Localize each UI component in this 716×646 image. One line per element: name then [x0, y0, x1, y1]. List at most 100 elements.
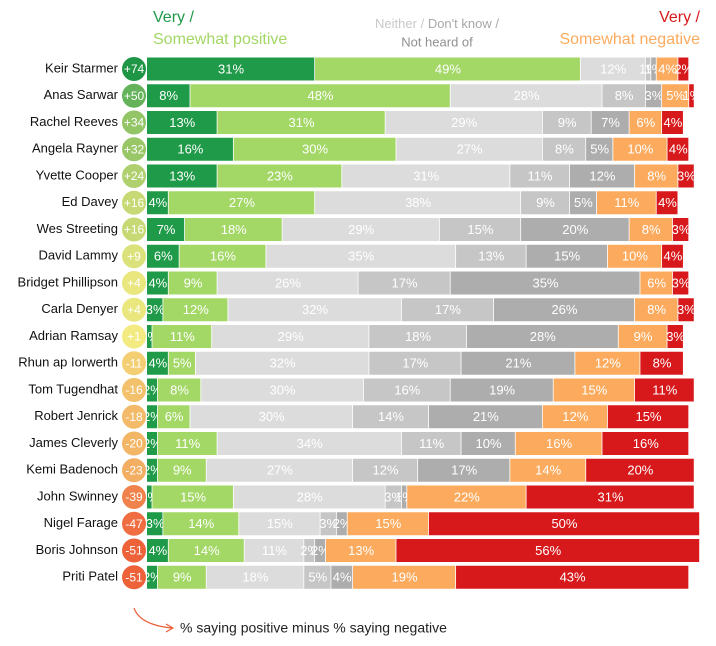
bar-segment [147, 565, 158, 589]
annotation: % saying positive minus % saying negativ… [180, 620, 447, 636]
value-label: 8% [647, 302, 666, 317]
value-label: 5% [590, 142, 609, 157]
bar-segment [678, 57, 689, 81]
value-label: 11% [614, 195, 639, 210]
bar-segment [569, 191, 597, 215]
value-label: 8% [647, 168, 666, 183]
category-label: Wes Streeting [37, 221, 118, 236]
value-label: 2% [143, 436, 162, 451]
bar-segment [168, 539, 244, 562]
value-label: 3% [677, 302, 696, 317]
bar-segment [163, 298, 228, 322]
net-score-label: +34 [124, 116, 145, 130]
value-label: 27% [457, 142, 483, 157]
bar-segment [342, 164, 510, 188]
value-label: 12% [373, 463, 399, 478]
bar-segment [640, 271, 673, 295]
bar-segment [510, 458, 586, 482]
net-score-label: -20 [125, 437, 143, 451]
bar-segment [428, 405, 542, 429]
value-label: 18% [405, 329, 431, 344]
value-label: 9% [536, 195, 555, 210]
category-label: Rachel Reeves [30, 114, 119, 129]
bar-segment [190, 405, 353, 429]
bar-segment [629, 218, 673, 241]
bar-segment [553, 378, 635, 402]
value-label: 8% [159, 88, 178, 103]
bar-segment [147, 485, 152, 509]
value-label: 13% [169, 115, 195, 130]
value-label: 4% [148, 195, 167, 210]
value-label: 18% [242, 570, 268, 585]
bar-segment [672, 271, 689, 295]
bar-segment [575, 351, 640, 375]
value-label: 12% [600, 61, 626, 76]
value-label: 15% [375, 516, 401, 531]
value-label: 32% [270, 356, 296, 371]
value-label: 11% [170, 329, 195, 344]
value-label: 15% [467, 222, 493, 237]
bar-segment [401, 432, 461, 455]
net-score-label: +24 [124, 169, 145, 183]
bar-segment [320, 512, 336, 536]
value-label: 11% [175, 436, 200, 451]
bar-segment [439, 218, 521, 241]
bar-segment [168, 351, 195, 375]
bar-segment [201, 378, 364, 402]
category-label: Ed Davey [62, 194, 119, 209]
value-label: 14% [188, 516, 214, 531]
value-label: 8% [642, 222, 661, 237]
value-label: 11% [528, 168, 553, 183]
value-label: 11% [262, 543, 287, 558]
legend-line: Neither / Don't know / [375, 16, 499, 31]
value-label: 20% [562, 222, 588, 237]
bar-segment [147, 458, 158, 482]
bar-segment [147, 218, 185, 241]
value-label: 14% [194, 543, 220, 558]
bar-segment [526, 485, 694, 509]
bar-segment [282, 218, 439, 241]
value-label: 29% [278, 329, 304, 344]
bar-segment [363, 378, 450, 402]
bar-segment [450, 271, 640, 295]
bar-segment [244, 539, 304, 562]
net-score-label: -11 [126, 356, 143, 370]
value-label: 12% [562, 409, 588, 424]
value-label: 3% [666, 329, 685, 344]
value-label: 16% [177, 142, 203, 157]
net-score-label: +74 [124, 62, 145, 76]
bar-segment [217, 271, 358, 295]
value-label: 4% [669, 142, 688, 157]
bar-segment [369, 325, 467, 348]
bar-segment [233, 137, 396, 161]
value-label: 2% [311, 543, 330, 558]
value-label: 29% [348, 222, 374, 237]
value-label: 15% [180, 489, 206, 504]
bar-segment [212, 325, 369, 348]
category-label: Nigel Farage [44, 515, 118, 530]
bar-segment [304, 565, 331, 589]
bar-segment [147, 539, 168, 562]
value-label: 15% [581, 382, 607, 397]
bar-segment [521, 218, 629, 241]
legend-entry: Somewhat positive [153, 31, 287, 48]
value-label: 22% [454, 489, 480, 504]
net-score-label: -16 [125, 383, 143, 397]
bar-segment [147, 84, 190, 108]
bar-segment [353, 458, 418, 482]
value-label: 21% [473, 409, 499, 424]
category-label: John Swinney [37, 488, 118, 503]
bar-segment [602, 84, 645, 108]
net-score-label: -39 [125, 490, 143, 504]
value-label: 32% [302, 302, 328, 317]
net-score-circle [122, 351, 146, 376]
net-score-circle [122, 271, 146, 295]
bar-segment [521, 191, 570, 215]
net-score-circle [122, 485, 146, 509]
value-label: 26% [551, 302, 577, 317]
net-score-label: +50 [124, 89, 145, 103]
value-label: 11% [419, 436, 444, 451]
value-label: 16% [210, 249, 236, 264]
value-label: 9% [173, 463, 192, 478]
bar-segment [542, 405, 608, 429]
